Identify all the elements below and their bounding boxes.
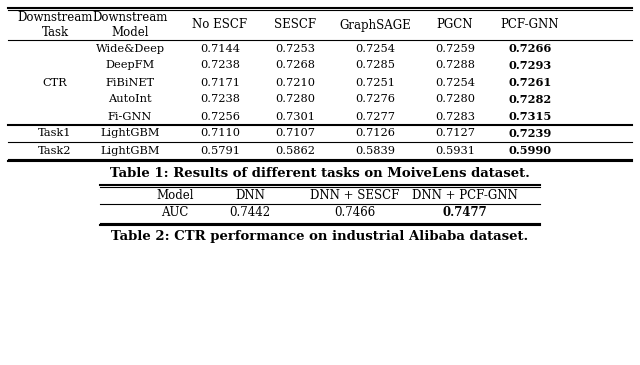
Text: Table 2: CTR performance on industrial Alibaba dataset.: Table 2: CTR performance on industrial A… [111,230,529,243]
Text: 0.7144: 0.7144 [200,43,240,54]
Text: 0.7254: 0.7254 [355,43,395,54]
Text: DNN + SESCF: DNN + SESCF [310,189,400,202]
Text: 0.7254: 0.7254 [435,77,475,88]
Text: 0.7276: 0.7276 [355,95,395,104]
Text: 0.7466: 0.7466 [334,206,376,219]
Text: 0.7110: 0.7110 [200,128,240,138]
Text: 0.7253: 0.7253 [275,43,315,54]
Text: 0.7251: 0.7251 [355,77,395,88]
Text: CTR: CTR [43,77,67,88]
Text: 0.7283: 0.7283 [435,111,475,122]
Text: Downstream
Model: Downstream Model [92,11,168,39]
Text: 0.7266: 0.7266 [508,43,552,54]
Text: FiBiNET: FiBiNET [106,77,155,88]
Text: AutoInt: AutoInt [108,95,152,104]
Text: 0.7107: 0.7107 [275,128,315,138]
Text: Fi-GNN: Fi-GNN [108,111,152,122]
Text: No ESCF: No ESCF [193,19,248,31]
Text: 0.7171: 0.7171 [200,77,240,88]
Text: 0.7442: 0.7442 [229,206,271,219]
Text: GraphSAGE: GraphSAGE [339,19,411,31]
Text: 0.7259: 0.7259 [435,43,475,54]
Text: 0.7293: 0.7293 [508,60,552,71]
Text: PCF-GNN: PCF-GNN [500,19,559,31]
Text: Task2: Task2 [38,146,72,155]
Text: PGCN: PGCN [436,19,473,31]
Text: 0.7477: 0.7477 [443,206,488,219]
Text: Model: Model [156,189,194,202]
Text: 0.7301: 0.7301 [275,111,315,122]
Text: 0.5990: 0.5990 [508,145,552,156]
Text: AUC: AUC [161,206,189,219]
Text: 0.7126: 0.7126 [355,128,395,138]
Text: DNN: DNN [235,189,265,202]
Text: 0.7238: 0.7238 [200,95,240,104]
Text: 0.7256: 0.7256 [200,111,240,122]
Text: LightGBM: LightGBM [100,146,160,155]
Text: 0.7127: 0.7127 [435,128,475,138]
Text: DeepFM: DeepFM [106,61,155,70]
Text: Downstream
Task: Downstream Task [17,11,93,39]
Text: 0.5931: 0.5931 [435,146,475,155]
Text: 0.7315: 0.7315 [508,111,552,122]
Text: Wide&Deep: Wide&Deep [95,43,164,54]
Text: 0.7277: 0.7277 [355,111,395,122]
Text: DNN + PCF-GNN: DNN + PCF-GNN [412,189,518,202]
Text: 0.7268: 0.7268 [275,61,315,70]
Text: 0.7261: 0.7261 [508,77,552,88]
Text: 0.5862: 0.5862 [275,146,315,155]
Text: 0.5839: 0.5839 [355,146,395,155]
Text: 0.7238: 0.7238 [200,61,240,70]
Text: 0.7280: 0.7280 [435,95,475,104]
Text: 0.7288: 0.7288 [435,61,475,70]
Text: 0.7210: 0.7210 [275,77,315,88]
Text: LightGBM: LightGBM [100,128,160,138]
Text: 0.7280: 0.7280 [275,95,315,104]
Text: Table 1: Results of different tasks on MoiveLens dataset.: Table 1: Results of different tasks on M… [110,167,530,180]
Text: 0.7239: 0.7239 [508,128,552,139]
Text: SESCF: SESCF [274,19,316,31]
Text: Task1: Task1 [38,128,72,138]
Text: 0.5791: 0.5791 [200,146,240,155]
Text: 0.7282: 0.7282 [508,94,552,105]
Text: 0.7285: 0.7285 [355,61,395,70]
